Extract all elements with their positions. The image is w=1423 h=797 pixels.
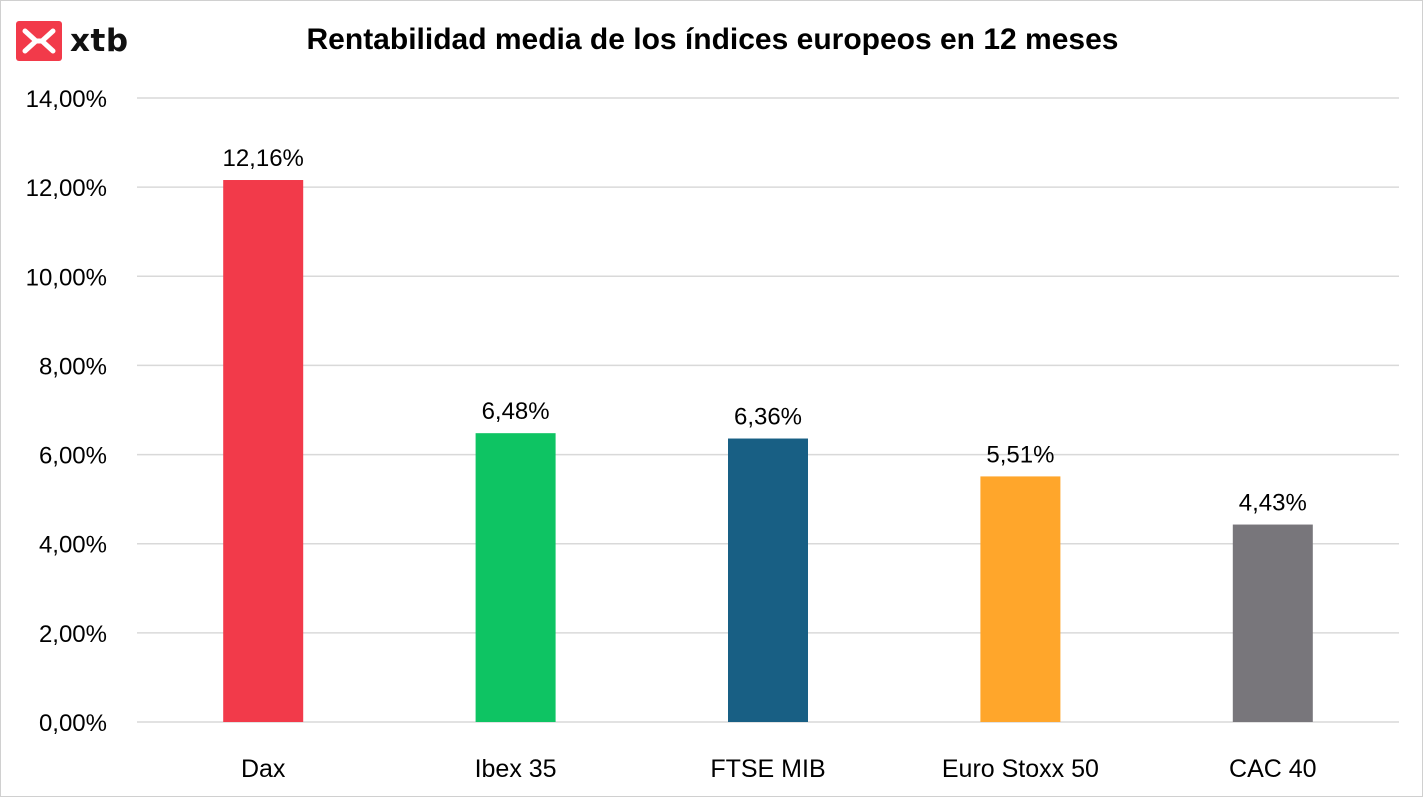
x-tick-label: Euro Stoxx 50 [942, 755, 1099, 783]
bar [1232, 524, 1313, 722]
x-tick-label: FTSE MIB [710, 755, 825, 783]
bar [223, 180, 304, 723]
x-tick-label: Ibex 35 [475, 755, 557, 783]
y-tick-label: 4,00% [39, 532, 107, 559]
data-label: 6,48% [482, 398, 550, 425]
x-axis-tick-labels: Dax Ibex 35 FTSE MIB Euro Stoxx 50 CAC 40 [241, 755, 1317, 783]
value-labels: 12,16% 6,48% 6,36% 5,51% 4,43% [222, 145, 1306, 517]
y-tick-label: 10,00% [26, 264, 107, 291]
bar [475, 433, 556, 722]
data-label: 5,51% [986, 441, 1054, 468]
x-tick-label: Dax [241, 755, 286, 783]
brand-logo: xtb [16, 21, 129, 61]
bar [728, 438, 808, 722]
chart-title: Rentabilidad media de los índices europe… [306, 23, 1119, 56]
y-tick-label: 2,00% [39, 621, 107, 648]
y-tick-label: 8,00% [39, 353, 107, 380]
y-axis-tick-labels: 0,00% 2,00% 4,00% 6,00% 8,00% 10,00% 12,00% 14,… [26, 86, 107, 737]
data-label: 6,36% [734, 404, 802, 431]
bar [980, 476, 1061, 722]
y-tick-label: 14,00% [26, 86, 107, 113]
y-tick-label: 12,00% [26, 175, 107, 202]
data-label: 12,16% [222, 145, 303, 172]
bars [223, 180, 1313, 723]
xtb-logo-icon [16, 21, 62, 61]
data-label: 4,43% [1239, 490, 1307, 517]
x-tick-label: CAC 40 [1229, 755, 1317, 783]
y-tick-label: 6,00% [39, 443, 107, 470]
brand-name: xtb [70, 23, 129, 59]
y-tick-label: 0,00% [39, 710, 107, 737]
